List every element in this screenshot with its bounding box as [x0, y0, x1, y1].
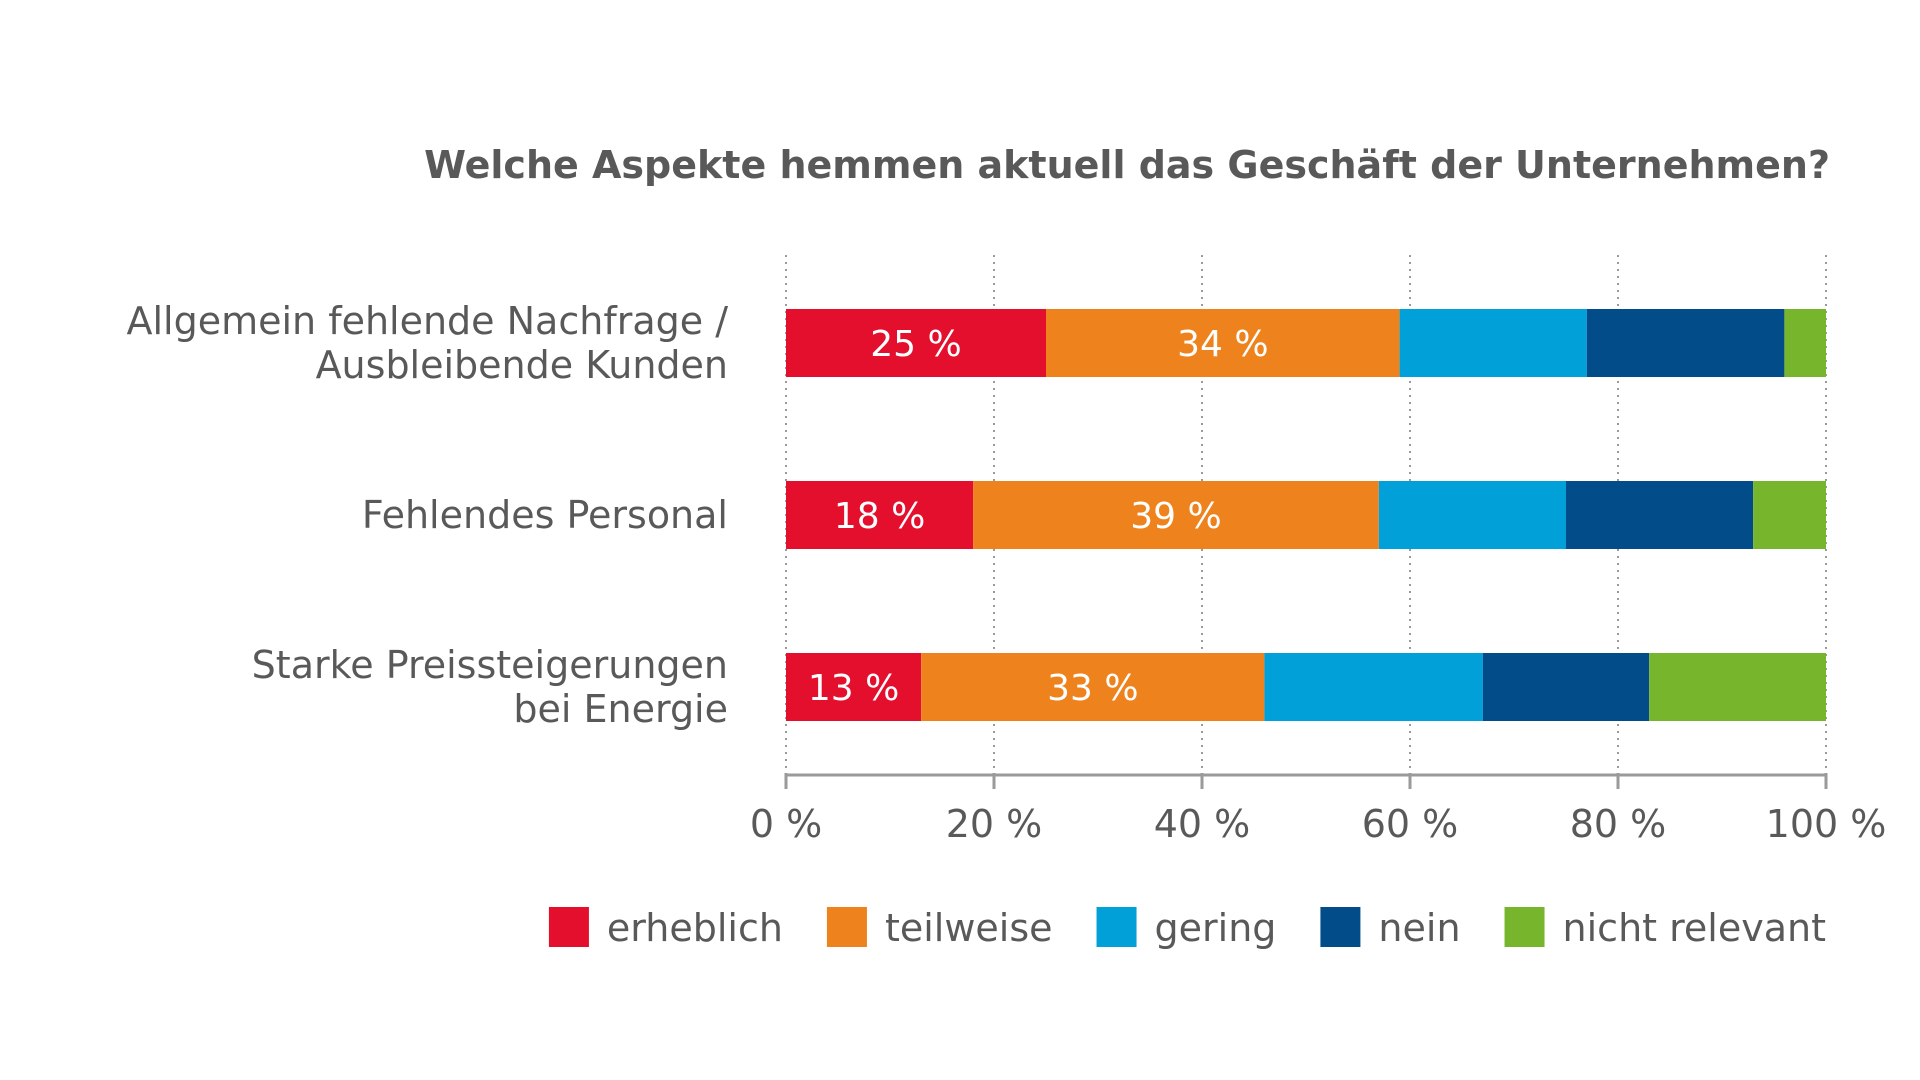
bar-teilweise-0	[1046, 309, 1400, 377]
bar-erheblich-1	[786, 481, 974, 549]
bar-nein-1	[1566, 481, 1754, 549]
bar-teilweise-1	[973, 481, 1379, 549]
x-tick-label: 60 %	[1362, 802, 1459, 846]
bar-nicht-relevant-1	[1753, 481, 1826, 549]
category-labels: Allgemein fehlende Nachfrage /Ausbleiben…	[126, 299, 728, 731]
bar-erheblich-2	[786, 653, 922, 721]
legend-swatch-teilweise	[826, 907, 867, 947]
x-tick-label: 0 %	[750, 802, 822, 846]
legend-swatch-nicht-relevant	[1504, 907, 1545, 947]
legend-swatch-erheblich	[548, 907, 589, 947]
legend-label: nicht relevant	[1563, 906, 1826, 950]
legend: erheblich teilweise gering nein nicht releva…	[548, 906, 1826, 950]
data-label: 33 %	[1047, 668, 1138, 709]
bar-nein-0	[1586, 309, 1785, 377]
bar-erheblich-0	[786, 309, 1046, 377]
category-label: Allgemein fehlende Nachfrage /	[126, 299, 728, 343]
category-label: Fehlendes Personal	[362, 493, 728, 537]
x-tick-label: 80 %	[1570, 802, 1667, 846]
bar-gering-2	[1264, 653, 1483, 721]
data-label: 13 %	[808, 668, 899, 709]
legend-label: teilweise	[885, 906, 1053, 950]
data-label: 25 %	[870, 324, 961, 365]
data-label: 34 %	[1177, 324, 1268, 365]
bar-gering-1	[1378, 481, 1566, 549]
data-label: 39 %	[1130, 496, 1221, 537]
legend-label: erheblich	[607, 906, 783, 950]
x-axis: 0 % 20 % 40 % 60 % 80 % 100 %	[750, 773, 1887, 846]
category-label: Ausbleibende Kunden	[316, 343, 728, 387]
bars-layer: 25 % 34 % 18 % 39 % 13 % 33 %	[786, 309, 1826, 721]
x-tick-label: 100 %	[1766, 802, 1887, 846]
legend-swatch-nein	[1320, 907, 1361, 947]
category-label: Starke Preissteigerungen	[252, 643, 728, 687]
data-label: 18 %	[834, 496, 925, 537]
legend-label: gering	[1155, 906, 1277, 950]
bar-nein-2	[1482, 653, 1650, 721]
bar-teilweise-2	[921, 653, 1265, 721]
chart-title: Welche Aspekte hemmen aktuell das Geschä…	[424, 143, 1830, 187]
bar-nicht-relevant-2	[1649, 653, 1826, 721]
bar-gering-0	[1399, 309, 1587, 377]
x-tick-label: 40 %	[1154, 802, 1251, 846]
legend-swatch-gering	[1096, 907, 1137, 947]
bar-nicht-relevant-0	[1784, 309, 1826, 377]
x-tick-label: 20 %	[946, 802, 1043, 846]
legend-label: nein	[1378, 906, 1460, 950]
category-label: bei Energie	[513, 687, 728, 731]
